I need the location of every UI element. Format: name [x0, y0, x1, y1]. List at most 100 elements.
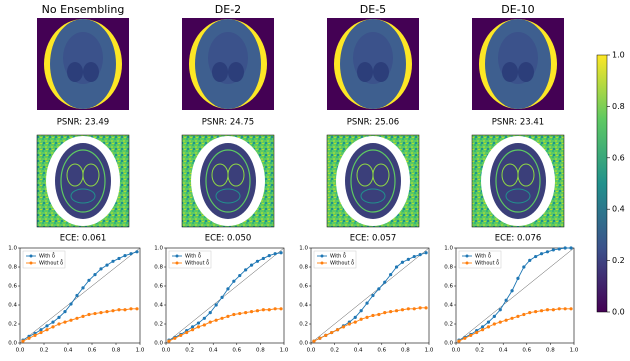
- x-tick-label: 0.4: [209, 348, 218, 354]
- psnr-label: PSNR: 23.49: [57, 118, 109, 128]
- series-point: [111, 309, 115, 313]
- legend-marker: [175, 261, 179, 265]
- error-detail: [505, 188, 531, 204]
- series-point: [173, 336, 177, 340]
- y-tick-label: 0.8: [299, 265, 308, 271]
- series-point: [39, 330, 43, 335]
- series-point: [400, 308, 405, 312]
- series-point: [45, 328, 49, 332]
- series-point: [129, 307, 133, 311]
- panel-title: DE-5: [360, 3, 386, 16]
- x-tick-label: 0.2: [185, 348, 194, 354]
- colorbar-tick-label: 0.6: [612, 153, 625, 162]
- series-point: [412, 307, 416, 311]
- y-tick-label: 0.4: [444, 303, 453, 309]
- legend-box: [22, 250, 66, 269]
- series-point: [539, 309, 544, 313]
- colorbar-tick-label: 0.4: [612, 205, 625, 214]
- y-tick-label: 0.8: [154, 265, 163, 271]
- series-point: [51, 320, 55, 324]
- reference-diagonal: [310, 247, 430, 344]
- series-point: [232, 279, 236, 283]
- series-point: [57, 322, 61, 326]
- series-point: [318, 336, 322, 340]
- y-tick-label: 1.0: [444, 246, 453, 252]
- x-tick-label: 0.8: [546, 348, 555, 354]
- series-point: [185, 330, 189, 335]
- series-point: [27, 336, 31, 340]
- y-tick-label: 0.0: [8, 341, 17, 347]
- y-tick-label: 0.4: [299, 303, 308, 309]
- series-point: [504, 318, 508, 322]
- series-point: [226, 314, 230, 318]
- legend-marker: [29, 254, 33, 258]
- psnr-label: PSNR: 23.41: [492, 118, 544, 128]
- x-tick-label: 0.0: [307, 348, 316, 354]
- series-point: [347, 322, 351, 326]
- psnr-label: PSNR: 25.06: [347, 118, 399, 128]
- series-point: [365, 301, 369, 305]
- error-detail: [372, 163, 390, 187]
- series-point: [57, 315, 61, 319]
- image-detail: [212, 62, 228, 82]
- series-point: [244, 311, 248, 315]
- series-point: [551, 248, 555, 252]
- series-line: [458, 308, 572, 342]
- image-detail: [502, 62, 518, 82]
- x-tick-label: 0.0: [16, 348, 25, 354]
- y-tick-label: 0.6: [444, 284, 453, 290]
- y-tick-label: 0.6: [154, 284, 163, 290]
- legend-label: Without δ̂: [185, 260, 209, 267]
- series-point: [273, 307, 277, 311]
- series-point: [179, 333, 183, 337]
- series-point: [504, 298, 508, 302]
- series-point: [335, 328, 340, 332]
- series-point: [249, 310, 254, 314]
- series-point: [255, 259, 260, 263]
- y-tick-label: 0.8: [444, 265, 453, 271]
- legend-box: [313, 250, 357, 269]
- error-detail: [205, 149, 251, 213]
- series-point: [196, 321, 201, 325]
- series-point: [81, 286, 85, 290]
- series-point: [214, 303, 218, 307]
- y-tick-label: 0.2: [444, 322, 453, 328]
- y-tick-label: 0.0: [154, 341, 163, 347]
- series-point: [123, 308, 127, 312]
- series-point: [463, 336, 467, 340]
- panel-title: No Ensembling: [42, 3, 125, 16]
- series-point: [359, 317, 363, 321]
- series-point: [389, 273, 393, 277]
- series-point: [135, 307, 139, 311]
- series-point: [498, 320, 502, 324]
- series-point: [539, 252, 544, 256]
- series-point: [510, 289, 514, 293]
- series-point: [569, 246, 573, 250]
- series-point: [522, 312, 526, 317]
- series-point: [111, 259, 115, 263]
- ece-label: ECE: 0.076: [495, 234, 542, 244]
- legend-marker: [320, 254, 324, 258]
- legend-label: Without δ̂: [475, 260, 499, 267]
- series-point: [424, 251, 428, 255]
- reference-diagonal: [19, 247, 141, 344]
- series-point: [545, 250, 550, 254]
- image-detail: [83, 62, 99, 82]
- series-point: [279, 251, 283, 255]
- series-point: [33, 333, 37, 337]
- series-point: [406, 307, 410, 311]
- series-point: [371, 293, 375, 298]
- series-point: [486, 325, 491, 329]
- ece-label: ECE: 0.057: [350, 234, 397, 244]
- plot-frame: [310, 247, 430, 344]
- series-line: [168, 308, 282, 342]
- series-point: [232, 312, 236, 317]
- series-point: [196, 325, 201, 329]
- series-point: [418, 306, 422, 310]
- error-head: [55, 143, 111, 219]
- series-point: [557, 247, 561, 251]
- x-tick-label: 0.0: [452, 348, 461, 354]
- error-detail: [70, 188, 96, 204]
- series-point: [226, 287, 230, 291]
